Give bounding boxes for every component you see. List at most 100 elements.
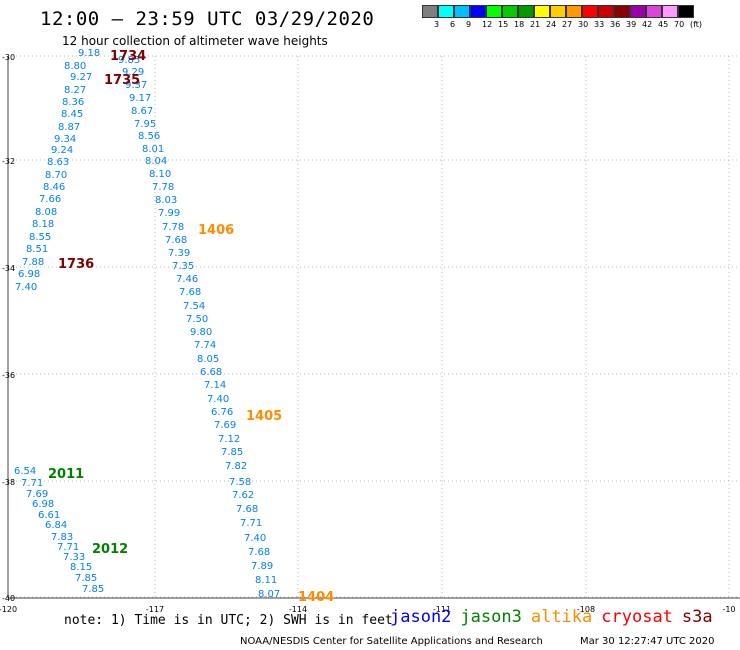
satellite-label: cryosat — [601, 607, 673, 627]
wave-height-value: 7.78 — [152, 182, 174, 193]
legend-swatch — [454, 5, 470, 18]
pass-time-label: 1735 — [104, 73, 140, 88]
wave-height-value: 8.36 — [62, 97, 84, 108]
wave-height-value: 7.46 — [176, 274, 198, 285]
legend-label: 9 — [466, 20, 472, 29]
wave-height-value: 8.05 — [197, 354, 219, 365]
wave-height-value: 7.68 — [248, 547, 270, 558]
legend-swatch — [534, 5, 550, 18]
legend-swatch — [566, 5, 582, 18]
legend-swatch — [678, 5, 694, 18]
legend-swatch — [582, 5, 598, 18]
wave-height-value: 6.76 — [211, 407, 233, 418]
satellite-legend: jason2 jason3 altika cryosat s3a — [390, 607, 722, 627]
wave-height-value: 6.84 — [45, 520, 67, 531]
wave-height-value: 8.70 — [45, 170, 67, 181]
wave-height-value: 9.85 — [118, 55, 140, 66]
legend-label: 15 — [498, 20, 509, 29]
wave-height-value: 9.37 — [125, 80, 147, 91]
wave-height-value: 7.50 — [186, 314, 208, 325]
pass-time-label: 2011 — [48, 467, 84, 482]
legend-label: 30 — [578, 20, 589, 29]
legend-label: 42 — [642, 20, 653, 29]
pass-time-label: 1406 — [198, 223, 234, 238]
wave-height-value: 7.88 — [22, 257, 44, 268]
legend-swatch — [550, 5, 566, 18]
wave-height-value: 7.33 — [63, 552, 85, 563]
legend-label: 6 — [450, 20, 456, 29]
wave-height-value: 9.34 — [54, 134, 76, 145]
wave-height-value: 8.63 — [47, 157, 69, 168]
legend-label: 12 — [482, 20, 493, 29]
legend-swatch — [422, 5, 438, 18]
lat-label: -40 — [2, 594, 15, 603]
legend-swatch — [470, 5, 486, 18]
wave-height-value: 8.11 — [255, 575, 277, 586]
wave-height-value: 7.89 — [251, 561, 273, 572]
pass-time-label: 1405 — [246, 409, 282, 424]
wave-height-value: 7.58 — [229, 477, 251, 488]
wave-height-value: 8.01 — [142, 144, 164, 155]
legend-label: 33 — [594, 20, 605, 29]
wave-height-value: 7.95 — [134, 119, 156, 130]
wave-height-value: 7.12 — [218, 434, 240, 445]
satellite-label: altika — [530, 607, 593, 627]
wave-height-value: 9.24 — [51, 145, 73, 156]
wave-height-value: 8.18 — [32, 219, 54, 230]
wave-height-value: 7.69 — [26, 489, 48, 500]
legend-swatch — [662, 5, 678, 18]
legend-swatch — [614, 5, 630, 18]
wave-height-value: 8.46 — [43, 182, 65, 193]
wave-height-value: 8.15 — [70, 562, 92, 573]
wave-height-value: 7.62 — [232, 490, 254, 501]
legend-swatch — [518, 5, 534, 18]
lat-label: -34 — [2, 264, 15, 273]
wave-height-value: 7.68 — [165, 235, 187, 246]
wave-height-value: 7.14 — [204, 380, 226, 391]
wave-height-value: 9.27 — [70, 72, 92, 83]
legend-swatch — [646, 5, 662, 18]
wave-height-value: 7.68 — [179, 287, 201, 298]
wave-height-value: 7.85 — [221, 447, 243, 458]
legend-swatch — [630, 5, 646, 18]
legend-swatch — [502, 5, 518, 18]
wave-height-value: 7.71 — [21, 478, 43, 489]
lon-label: -10 — [722, 605, 735, 614]
wave-height-value: 7.83 — [51, 532, 73, 543]
legend-label: 45 — [658, 20, 669, 29]
pass-time-label: 2012 — [92, 542, 128, 557]
wave-height-value: 9.17 — [129, 93, 151, 104]
wave-height-value: 9.29 — [122, 67, 144, 78]
legend-label: 36 — [610, 20, 621, 29]
wave-height-value: 8.04 — [145, 156, 167, 167]
legend-label: 39 — [626, 20, 637, 29]
wave-height-value: 6.61 — [38, 510, 60, 521]
wave-height-value: 7.40 — [15, 282, 37, 293]
wave-height-value: 6.98 — [18, 269, 40, 280]
legend-label: 21 — [530, 20, 541, 29]
satellite-label: s3a — [681, 607, 713, 627]
legend-swatch — [486, 5, 502, 18]
wave-height-value: 8.07 — [258, 589, 280, 600]
wave-height-value: 8.80 — [64, 61, 86, 72]
pass-time-label: 1736 — [58, 257, 94, 272]
wave-height-value: 8.55 — [29, 232, 51, 243]
legend-label: 3 — [434, 20, 440, 29]
lon-label: -114 — [289, 605, 307, 614]
satellite-label: jason2 — [390, 607, 452, 627]
pass-time-label: 1404 — [298, 590, 334, 605]
wave-height-value: 9.18 — [78, 48, 100, 59]
legend-label: 18 — [514, 20, 525, 29]
wave-height-value: 6.98 — [32, 499, 54, 510]
wave-height-value: 7.69 — [214, 420, 236, 431]
wave-height-value: 7.85 — [82, 584, 104, 595]
wave-height-value: 8.67 — [131, 106, 153, 117]
wave-height-value: 7.71 — [240, 518, 262, 529]
wave-height-value: 7.85 — [75, 573, 97, 584]
wave-height-value: 7.54 — [183, 301, 205, 312]
wave-height-value: 9.80 — [190, 327, 212, 338]
wave-height-value: 8.10 — [149, 169, 171, 180]
lat-label: -38 — [2, 478, 15, 487]
credit-text: NOAA/NESDIS Center for Satellite Applica… — [240, 636, 543, 647]
wave-height-value: 7.74 — [194, 340, 216, 351]
